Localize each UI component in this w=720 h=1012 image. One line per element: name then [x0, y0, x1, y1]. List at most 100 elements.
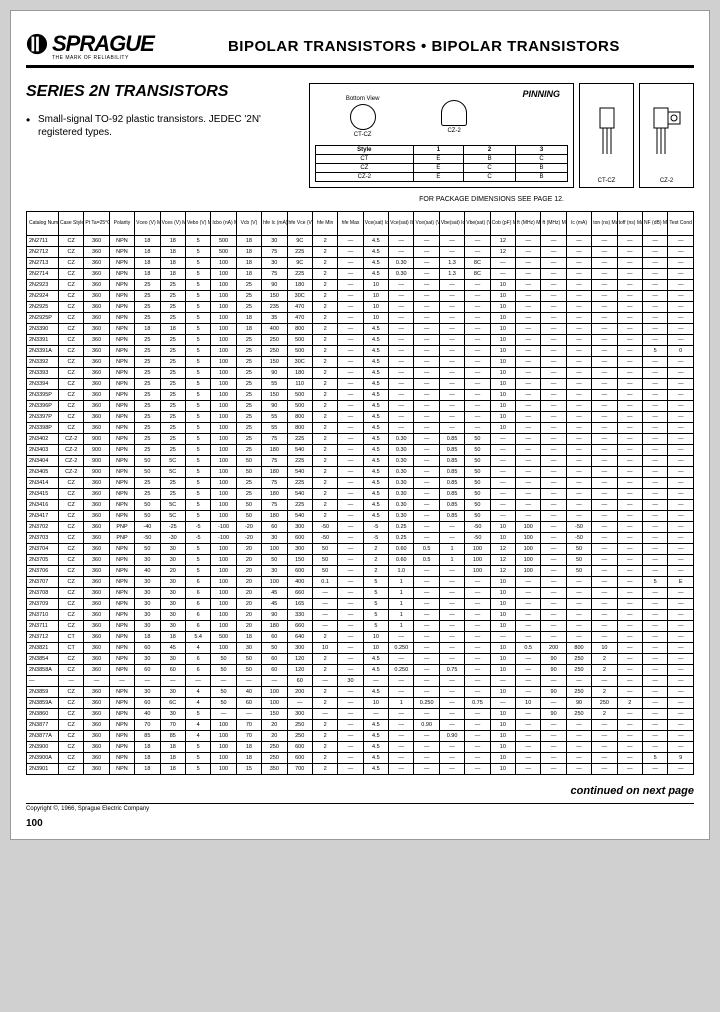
- data-cell: 4.5: [363, 753, 388, 764]
- data-cell: 50: [465, 456, 490, 467]
- data-cell: 5: [185, 357, 210, 368]
- data-cell: 60: [262, 632, 287, 643]
- data-cell: —: [516, 313, 541, 324]
- data-cell: -5: [185, 522, 210, 533]
- data-cell: —: [566, 599, 591, 610]
- data-cell: NPN: [109, 368, 134, 379]
- data-cell: —: [566, 291, 591, 302]
- data-cell: CZ: [59, 346, 84, 357]
- data-cell: —: [642, 720, 667, 731]
- data-cell: —: [414, 533, 439, 544]
- data-cell: 25: [135, 478, 160, 489]
- data-cell: 50: [465, 489, 490, 500]
- data-cell: 0.30: [389, 456, 414, 467]
- data-cell: 20: [236, 566, 261, 577]
- data-cell: —: [592, 335, 617, 346]
- data-cell: —: [642, 456, 667, 467]
- data-cell: 250: [566, 687, 591, 698]
- data-cell: —: [592, 302, 617, 313]
- data-cell: 25: [236, 357, 261, 368]
- data-cell: 180: [262, 621, 287, 632]
- data-cell: 150: [262, 390, 287, 401]
- data-cell: -50: [312, 522, 337, 533]
- data-cell: —: [516, 489, 541, 500]
- data-cell: 2N3707: [27, 577, 59, 588]
- data-cell: 10: [490, 302, 515, 313]
- data-cell: —: [439, 368, 464, 379]
- data-table-header: Vce(sat) Ic (mA): [363, 212, 388, 236]
- data-cell: 60: [262, 654, 287, 665]
- data-cell: —: [541, 368, 566, 379]
- package-ctcz-icon: [592, 106, 622, 156]
- data-cell: 5.4: [185, 632, 210, 643]
- data-cell: —: [592, 511, 617, 522]
- data-cell: 2: [312, 379, 337, 390]
- table-row: 2N3398PCZ360NPN2525510025558002—4.5————1…: [27, 423, 694, 434]
- data-cell: —: [617, 588, 642, 599]
- data-cell: 2: [312, 654, 337, 665]
- data-cell: NPN: [109, 269, 134, 280]
- data-cell: 10: [490, 346, 515, 357]
- data-cell: —: [592, 731, 617, 742]
- data-cell: —: [592, 588, 617, 599]
- data-cell: 180: [262, 489, 287, 500]
- data-cell: —: [668, 533, 694, 544]
- data-cell: —: [642, 324, 667, 335]
- table-row: 2N3710CZ360NPN303061002090330——51———10——…: [27, 610, 694, 621]
- data-cell: —: [414, 522, 439, 533]
- data-cell: —: [414, 654, 439, 665]
- data-cell: 360: [84, 313, 109, 324]
- data-cell: —: [541, 566, 566, 577]
- data-cell: —: [541, 632, 566, 643]
- data-cell: —: [617, 676, 642, 687]
- data-cell: NPN: [109, 654, 134, 665]
- table-row: 2N3858ACZ360NPN606065050601202—4.50.250—…: [27, 665, 694, 676]
- data-cell: 2N3712: [27, 632, 59, 643]
- data-cell: CZ: [59, 313, 84, 324]
- data-cell: —: [465, 324, 490, 335]
- data-cell: —: [465, 731, 490, 742]
- data-cell: —: [516, 731, 541, 742]
- data-cell: 10: [490, 764, 515, 775]
- data-cell: —: [516, 654, 541, 665]
- data-cell: 0.30: [389, 445, 414, 456]
- data-cell: NPN: [109, 456, 134, 467]
- data-cell: NPN: [109, 346, 134, 357]
- data-cell: 18: [135, 269, 160, 280]
- pin-table-header: 3: [516, 146, 568, 155]
- data-cell: 30: [160, 687, 185, 698]
- data-cell: —: [389, 709, 414, 720]
- data-cell: NPN: [109, 258, 134, 269]
- data-cell: —: [541, 379, 566, 390]
- data-cell: 2N3877: [27, 720, 59, 731]
- data-cell: 70: [135, 720, 160, 731]
- table-row: 2N3416CZ360NPN505C510050752252—4.50.30—0…: [27, 500, 694, 511]
- data-cell: —: [338, 379, 363, 390]
- data-cell: —: [516, 500, 541, 511]
- data-cell: —: [389, 742, 414, 753]
- data-cell: —: [642, 379, 667, 390]
- data-cell: 100: [211, 357, 236, 368]
- data-cell: 2N3405: [27, 467, 59, 478]
- data-cell: 180: [287, 280, 312, 291]
- data-cell: CZ: [59, 742, 84, 753]
- data-cell: —: [617, 423, 642, 434]
- data-cell: —: [566, 313, 591, 324]
- data-cell: —: [389, 357, 414, 368]
- data-cell: 5: [363, 621, 388, 632]
- data-cell: 180: [262, 445, 287, 456]
- data-cell: 1: [389, 698, 414, 709]
- data-cell: 10: [490, 357, 515, 368]
- data-cell: -5: [363, 522, 388, 533]
- data-cell: —: [465, 247, 490, 258]
- data-cell: —: [541, 401, 566, 412]
- data-cell: —: [338, 698, 363, 709]
- data-cell: 50: [135, 544, 160, 555]
- data-cell: 100: [211, 467, 236, 478]
- data-cell: 360: [84, 698, 109, 709]
- data-cell: 100: [211, 478, 236, 489]
- data-cell: 900: [84, 434, 109, 445]
- data-cell: —: [338, 511, 363, 522]
- data-cell: 20: [262, 731, 287, 742]
- data-cell: —: [516, 588, 541, 599]
